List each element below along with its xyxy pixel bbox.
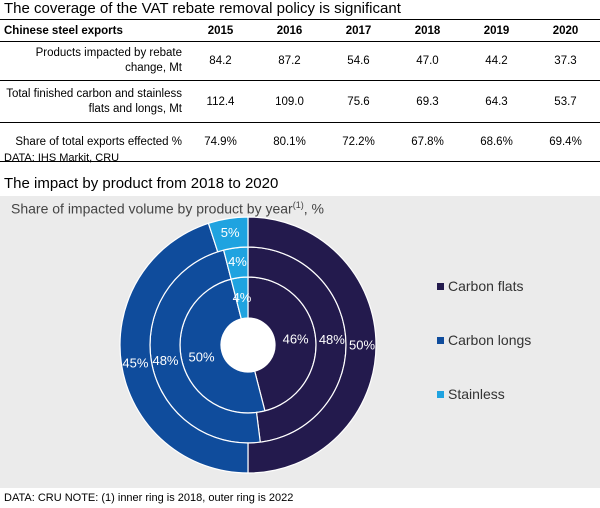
row-label: Products impacted by rebate change, Mt [0,41,186,81]
table-cell: 72.2% [324,122,393,162]
year-header: 2017 [324,19,393,42]
year-header: 2018 [393,19,462,42]
row-label: Share of total exports effected % [0,122,186,162]
table-header-row: Chinese steel exports 2015 2016 2017 201… [0,19,600,42]
table-cell: 75.6 [324,80,393,123]
donut-label-ring3-carbon-longs: 45% [122,355,148,370]
table-cell: 109.0 [255,80,324,123]
donut-label-ring3-carbon-flats: 50% [349,338,375,353]
legend-swatch-carbon-flats [437,283,444,290]
table-cell: 68.6% [462,122,531,162]
donut-slice-ring3-stainless [207,216,249,253]
table-cell: 53.7 [531,80,600,123]
donut-label-ring1-carbon-longs: 50% [188,349,214,364]
table-cell: 37.3 [531,41,600,81]
table-cell: 87.2 [255,41,324,81]
table-cell: 112.4 [186,80,255,123]
table-cell: 47.0 [393,41,462,81]
chart-section-title: The impact by product from 2018 to 2020 [4,175,279,192]
table-source: DATA: IHS Markit, CRU [4,152,120,164]
legend-label-carbon-longs: Carbon longs [448,332,532,348]
table-row: Share of total exports effected % 74.9% … [0,122,600,162]
legend-label-carbon-flats: Carbon flats [448,278,524,294]
table-cell: 69.3 [393,80,462,123]
legend-swatch-carbon-longs [437,337,444,344]
table-row: Products impacted by rebate change, Mt 8… [0,41,600,81]
table-row: Total finished carbon and stainless flat… [0,80,600,123]
donut-label-ring1-stainless: 4% [233,290,252,305]
chart-subtitle: Share of impacted volume by product by y… [11,200,324,217]
donut-label-ring1-carbon-flats: 46% [283,331,309,346]
table-cell: 44.2 [462,41,531,81]
exports-table: Chinese steel exports 2015 2016 2017 201… [0,19,600,162]
legend-swatch-stainless [437,391,444,398]
donut-center-hole [221,318,275,372]
table-cell: 67.8% [393,122,462,162]
year-header: 2016 [255,19,324,42]
donut-label-ring3-stainless: 5% [221,225,240,240]
table-cell: 69.4% [531,122,600,162]
table-cell: 84.2 [186,41,255,81]
table-cell: 80.1% [255,122,324,162]
table-cell: 54.6 [324,41,393,81]
header-label: Chinese steel exports [0,19,186,42]
chart-subtitle-text: Share of impacted volume by product by y… [11,200,293,217]
donut-slice-ring3-carbon-longs [119,222,249,474]
year-header: 2020 [531,19,600,42]
chart-footnote: DATA: CRU NOTE: (1) inner ring is 2018, … [4,492,294,504]
chart-subtitle-suffix: , % [303,200,324,217]
table-title: The coverage of the VAT rebate removal p… [4,0,401,17]
row-label: Total finished carbon and stainless flat… [0,80,186,123]
year-header: 2015 [186,19,255,42]
legend-label-stainless: Stainless [448,386,505,402]
donut-label-ring2-stainless: 4% [228,254,247,269]
donut-slice-ring3-carbon-flats [247,216,377,474]
chart-subtitle-footnote-mark: (1) [292,200,304,210]
table-cell: 64.3 [462,80,531,123]
donut-label-ring2-carbon-longs: 48% [152,353,178,368]
table-cell: 74.9% [186,122,255,162]
donut-label-ring2-carbon-flats: 48% [319,332,345,347]
year-header: 2019 [462,19,531,42]
